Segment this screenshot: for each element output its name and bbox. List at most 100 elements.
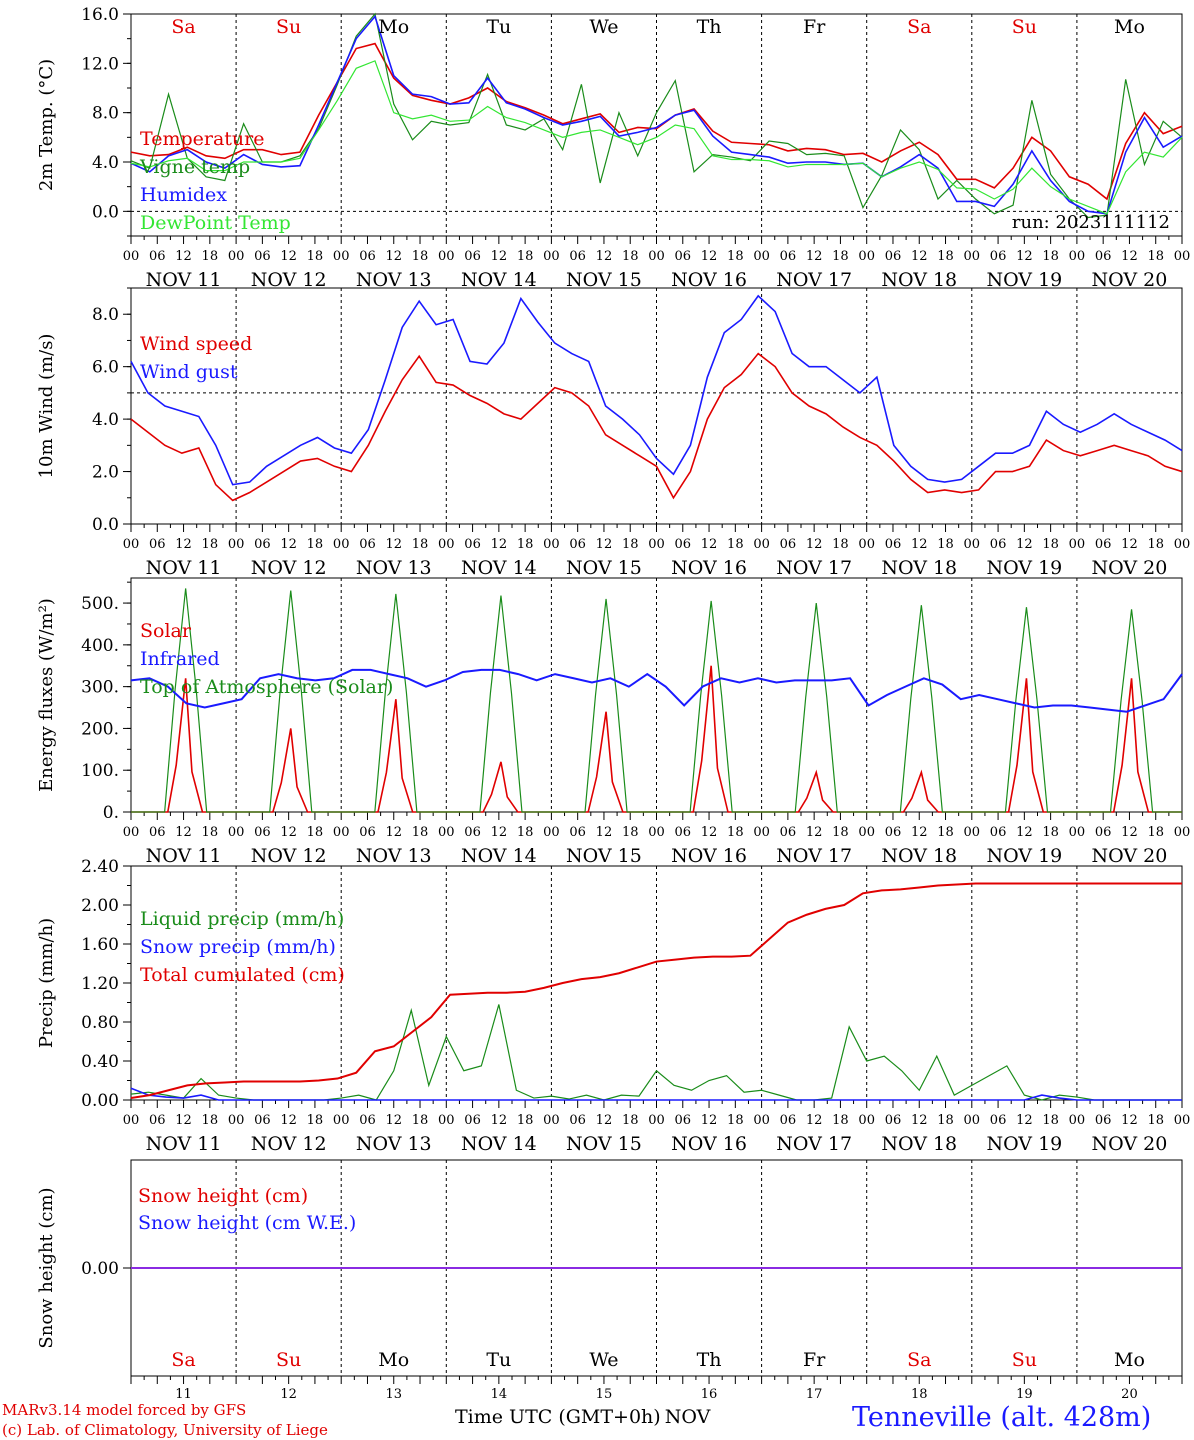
x-hour-label: 18 <box>1147 1113 1164 1128</box>
x-hour-label: 18 <box>1042 825 1059 840</box>
x-hour-label: 06 <box>464 825 481 840</box>
x-hour-label: 00 <box>964 825 981 840</box>
y-tick-label: 8.0 <box>92 305 119 325</box>
x-hour-label: 06 <box>254 825 271 840</box>
x-day-label: NOV 16 <box>671 845 747 867</box>
x-day-label: NOV 13 <box>356 557 432 579</box>
x-hour-label: 00 <box>228 249 245 264</box>
x-day-label: NOV 18 <box>881 845 957 867</box>
x-day-label: NOV 18 <box>881 557 957 579</box>
x-hour-label: 00 <box>333 249 350 264</box>
y-tick-label: 12.0 <box>81 54 119 74</box>
legend-item: Total cumulated (cm) <box>140 964 345 986</box>
run-label: run: 2023111112 <box>1012 212 1170 233</box>
weekday-label-top: Tu <box>486 16 511 38</box>
bottom-day-number: 18 <box>911 1387 928 1402</box>
x-hour-label: 12 <box>701 825 718 840</box>
x-hour-label: 18 <box>412 537 429 552</box>
x-hour-label: 06 <box>359 1113 376 1128</box>
x-day-label: NOV 19 <box>986 845 1062 867</box>
x-hour-label: 12 <box>806 1113 823 1128</box>
x-hour-label: 12 <box>175 249 192 264</box>
x-hour-label: 00 <box>438 825 455 840</box>
x-day-label: NOV 15 <box>566 269 642 291</box>
x-hour-label: 18 <box>1147 537 1164 552</box>
legend-item: Infrared <box>140 648 220 670</box>
bottom-day-number: 11 <box>175 1387 192 1402</box>
x-hour-label: 18 <box>1042 537 1059 552</box>
time-axis-label: Time UTC (GMT+0h) NOV <box>455 1406 714 1428</box>
x-hour-label: 12 <box>280 537 297 552</box>
x-hour-label: 18 <box>727 1113 744 1128</box>
x-day-label: NOV 20 <box>1092 269 1168 291</box>
x-day-label: NOV 15 <box>566 845 642 867</box>
weekday-label-bottom: Sa <box>907 1349 931 1371</box>
x-hour-label: 06 <box>1095 249 1112 264</box>
x-hour-label: 18 <box>412 825 429 840</box>
x-hour-label: 12 <box>175 537 192 552</box>
x-hour-label: 12 <box>806 537 823 552</box>
x-hour-label: 18 <box>412 1113 429 1128</box>
x-hour-label: 18 <box>727 537 744 552</box>
x-hour-label: 06 <box>780 825 797 840</box>
x-hour-label: 18 <box>1042 1113 1059 1128</box>
x-hour-label: 00 <box>333 537 350 552</box>
x-hour-label: 06 <box>1095 1113 1112 1128</box>
y-tick-label: 300. <box>81 678 119 698</box>
x-hour-label: 18 <box>517 537 534 552</box>
x-hour-label: 18 <box>622 825 639 840</box>
x-hour-label: 06 <box>780 1113 797 1128</box>
x-hour-label: 06 <box>675 1113 692 1128</box>
x-hour-label: 12 <box>491 1113 508 1128</box>
x-hour-label: 18 <box>937 249 954 264</box>
series-top-of-atmosphere-solar <box>131 588 1182 813</box>
x-day-label: NOV 16 <box>671 557 747 579</box>
legend-item: DewPoint Temp <box>140 212 291 234</box>
x-hour-label: 06 <box>675 249 692 264</box>
weekday-label-bottom: Mo <box>1114 1349 1145 1371</box>
x-hour-label: 06 <box>569 1113 586 1128</box>
x-hour-label: 18 <box>307 825 324 840</box>
y-tick-label: 500. <box>81 594 119 614</box>
x-hour-label: 12 <box>596 537 613 552</box>
bottom-day-number: 20 <box>1121 1387 1138 1402</box>
weekday-label-top: Mo <box>378 16 409 38</box>
x-day-label: NOV 11 <box>146 269 222 291</box>
x-day-label: NOV 14 <box>461 557 537 579</box>
x-hour-label: 00 <box>123 1113 140 1128</box>
month-label: NOV <box>664 1406 711 1428</box>
x-day-label: NOV 16 <box>671 269 747 291</box>
x-hour-label: 06 <box>149 1113 166 1128</box>
legend-item: Solar <box>140 620 192 642</box>
x-hour-label: 06 <box>1095 825 1112 840</box>
x-hour-label: 00 <box>753 825 770 840</box>
weekday-label-top: We <box>589 16 618 38</box>
x-hour-label: 12 <box>806 249 823 264</box>
x-hour-label: 00 <box>1174 1113 1191 1128</box>
x-hour-label: 12 <box>1121 537 1138 552</box>
x-hour-label: 12 <box>596 1113 613 1128</box>
x-day-label: NOV 19 <box>986 557 1062 579</box>
x-hour-label: 00 <box>858 537 875 552</box>
x-hour-label: 12 <box>491 249 508 264</box>
x-hour-label: 12 <box>280 249 297 264</box>
x-hour-label: 06 <box>569 249 586 264</box>
x-hour-label: 00 <box>1174 249 1191 264</box>
x-hour-label: 00 <box>964 249 981 264</box>
x-hour-label: 12 <box>1016 249 1033 264</box>
y-tick-label: 4.0 <box>92 410 119 430</box>
x-hour-label: 00 <box>543 249 560 264</box>
weekday-label-bottom: Su <box>1012 1349 1037 1371</box>
x-day-label: NOV 14 <box>461 845 537 867</box>
x-hour-label: 06 <box>675 537 692 552</box>
bottom-day-number: 19 <box>1016 1387 1033 1402</box>
x-day-label: NOV 18 <box>881 1133 957 1155</box>
x-hour-label: 18 <box>517 249 534 264</box>
weekday-label-top: Sa <box>171 16 195 38</box>
x-day-label: NOV 12 <box>251 269 327 291</box>
weekday-label-bottom: Tu <box>486 1349 511 1371</box>
x-day-label: NOV 18 <box>881 269 957 291</box>
x-hour-label: 06 <box>885 825 902 840</box>
x-hour-label: 06 <box>569 537 586 552</box>
